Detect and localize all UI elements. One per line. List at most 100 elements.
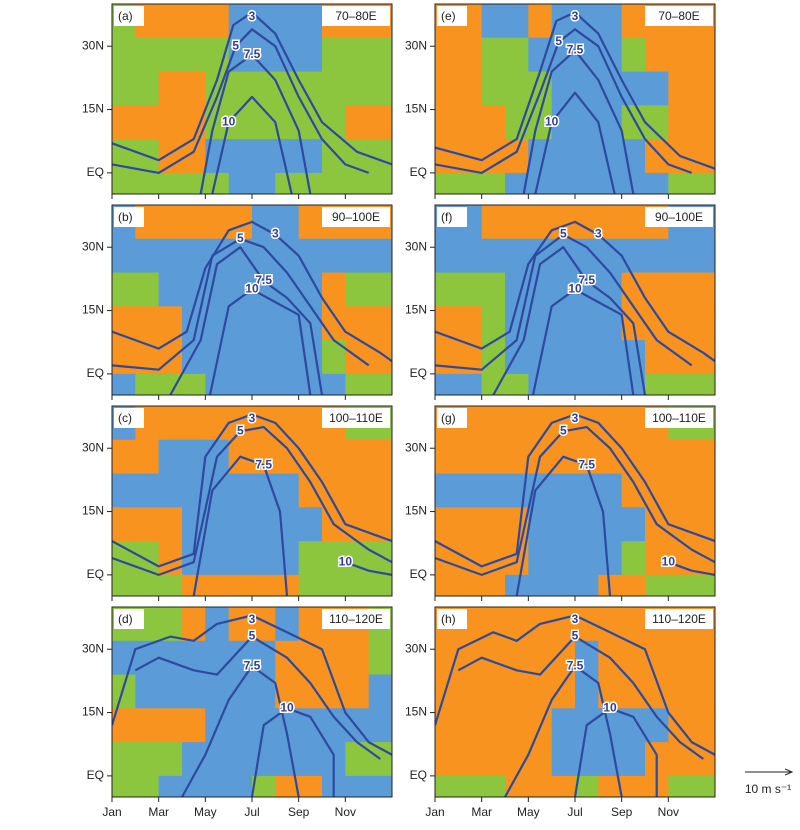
shading-cell bbox=[621, 205, 646, 240]
y-tick-label: 30N bbox=[405, 440, 427, 454]
shading-cell bbox=[252, 172, 276, 194]
shading-cell bbox=[298, 507, 323, 542]
shading-cell bbox=[322, 473, 346, 508]
shading-cell bbox=[322, 574, 346, 596]
contour-label: 7.5 bbox=[567, 43, 584, 57]
shading-cell bbox=[598, 340, 623, 375]
shading-cell bbox=[668, 105, 693, 140]
shading-cell bbox=[368, 775, 392, 797]
shading-cell bbox=[551, 238, 576, 274]
shading-cell bbox=[275, 373, 300, 395]
shading-cell bbox=[505, 373, 529, 395]
contour-label: 7.5 bbox=[255, 457, 272, 471]
shading-cell bbox=[598, 674, 623, 709]
shading-cell bbox=[252, 541, 276, 576]
shading-cell bbox=[275, 439, 300, 475]
contour bbox=[112, 426, 392, 576]
shading-cell bbox=[322, 306, 346, 341]
shading-cell bbox=[322, 708, 346, 743]
shading-cell bbox=[645, 71, 669, 106]
shading-cell bbox=[368, 373, 392, 395]
shading-cell bbox=[135, 541, 160, 576]
contour-label: 10 bbox=[245, 282, 259, 296]
plot-area: 357.510 bbox=[435, 4, 715, 194]
shading-cell bbox=[575, 37, 599, 73]
contour-label: 7.5 bbox=[244, 658, 261, 672]
shading-cell bbox=[435, 172, 459, 194]
shading-cell bbox=[112, 473, 136, 508]
shading-cell bbox=[645, 37, 669, 73]
shading-cell bbox=[205, 205, 230, 240]
y-tick-label: 15N bbox=[405, 303, 427, 317]
y-tick-label: EQ bbox=[87, 768, 104, 782]
shading-cell bbox=[481, 674, 506, 709]
contour-label: 3 bbox=[249, 612, 256, 626]
shading-cell bbox=[205, 742, 230, 777]
shading-cell bbox=[298, 439, 323, 475]
shading-cell bbox=[505, 775, 529, 797]
contour bbox=[192, 455, 289, 596]
shading-cell bbox=[575, 139, 599, 174]
x-tick-label: May bbox=[517, 805, 540, 819]
shading-cell bbox=[345, 71, 370, 106]
region-label: 70–80E bbox=[658, 9, 699, 23]
shading-cell bbox=[691, 37, 715, 73]
contour bbox=[112, 237, 370, 371]
shading-cell bbox=[481, 37, 506, 73]
shading-cell bbox=[158, 406, 183, 441]
shading-cell bbox=[135, 674, 160, 709]
contour-label: 10 bbox=[662, 554, 676, 568]
panel-label-box bbox=[114, 6, 144, 26]
plot-area: 357.510 bbox=[435, 205, 715, 395]
shading-cell bbox=[458, 238, 483, 274]
shading-cell bbox=[112, 775, 136, 797]
shading-cell bbox=[345, 238, 370, 274]
shading-cell bbox=[228, 238, 253, 274]
y-tick-label: EQ bbox=[87, 165, 104, 179]
shading-cell bbox=[228, 205, 253, 240]
panel-label: (h) bbox=[441, 612, 456, 626]
region-label-box bbox=[322, 6, 390, 26]
shading-cell bbox=[528, 640, 553, 676]
shading-cell bbox=[551, 473, 576, 508]
shading-cell bbox=[575, 340, 599, 375]
x-tick-label: May bbox=[194, 805, 217, 819]
contour bbox=[531, 288, 635, 395]
contour-label: 5 bbox=[249, 629, 256, 643]
shading-cell bbox=[322, 105, 346, 140]
region-label-box bbox=[645, 408, 713, 428]
shading-cell bbox=[228, 742, 253, 777]
shading-cell bbox=[668, 306, 693, 341]
shading-cell bbox=[298, 674, 323, 709]
shading-cell bbox=[528, 71, 553, 106]
shading-cell bbox=[575, 71, 599, 106]
panel: 3 5 7.5 10 30N 15N EQ Jan Mar May Jul Sep Nov (h) 110–… bbox=[405, 606, 716, 819]
contour-label: 5 bbox=[560, 227, 567, 241]
contour-label: 5 bbox=[237, 424, 244, 438]
shading-cell bbox=[505, 607, 529, 642]
shading-cell bbox=[158, 172, 183, 194]
shading-cell bbox=[158, 640, 183, 676]
shading-cell bbox=[228, 708, 253, 743]
x-tick-label: Nov bbox=[658, 805, 679, 819]
shading-cell bbox=[551, 406, 576, 441]
shading-cell bbox=[158, 71, 183, 106]
shading-cell bbox=[435, 340, 459, 375]
shading-cell bbox=[645, 473, 669, 508]
shading-cell bbox=[158, 306, 183, 341]
shading-cell bbox=[322, 340, 346, 375]
shading-cell bbox=[691, 775, 715, 797]
y-tick-label: 15N bbox=[82, 102, 104, 116]
shading-cell bbox=[668, 473, 693, 508]
shading-cell bbox=[645, 105, 669, 140]
contour bbox=[435, 413, 715, 568]
shading-cell bbox=[135, 71, 160, 106]
shading-cell bbox=[135, 238, 160, 274]
shading-cell bbox=[551, 775, 576, 797]
region-label-box bbox=[322, 609, 390, 629]
shading-cell bbox=[368, 640, 392, 676]
region-label-box bbox=[322, 408, 390, 428]
contour-label: 3 bbox=[572, 411, 579, 425]
contour-label: 5 bbox=[572, 629, 579, 643]
shading-cell bbox=[458, 37, 483, 73]
